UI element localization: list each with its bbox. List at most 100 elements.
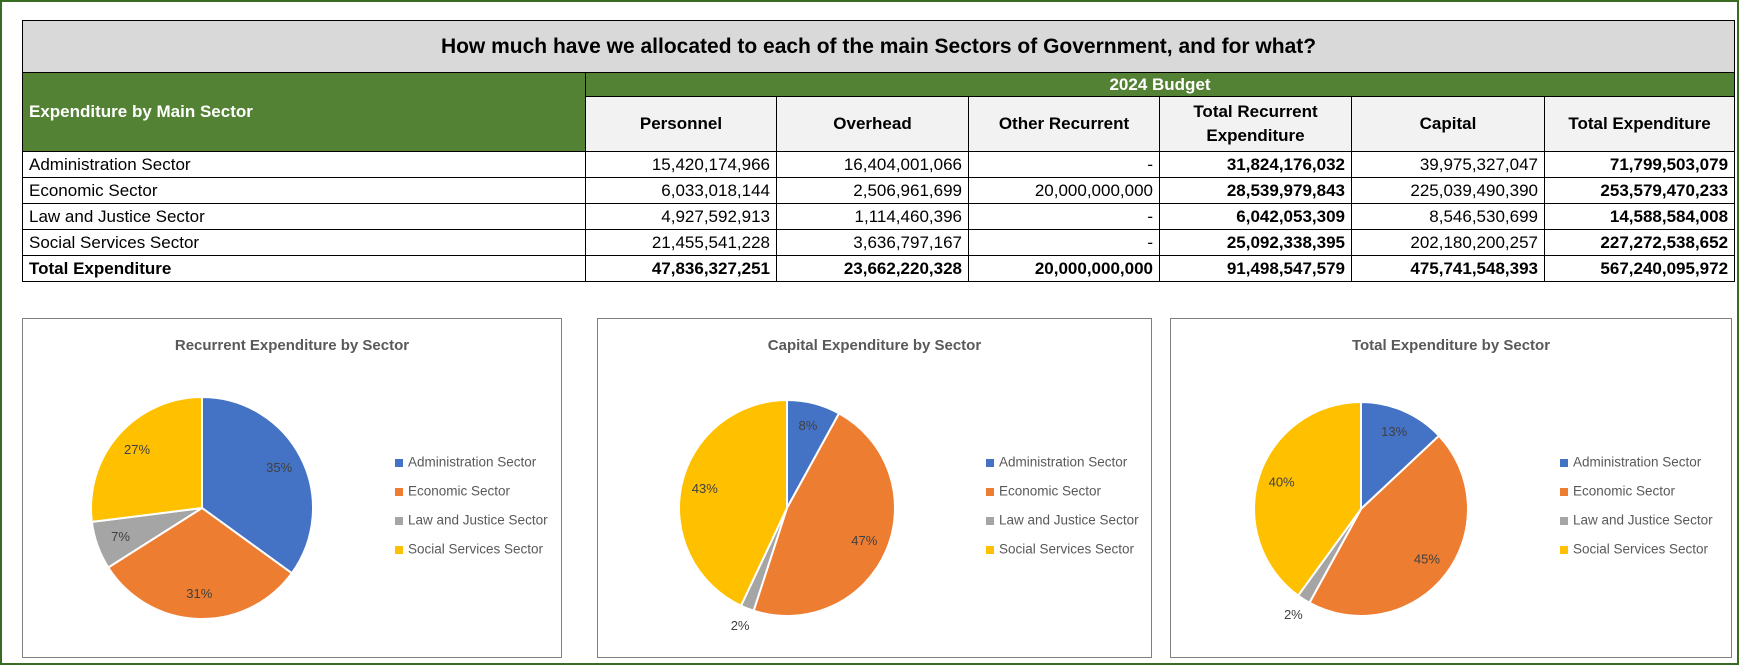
data-label: 27% (124, 442, 150, 457)
table-cell: - (968, 229, 1160, 256)
table-cell: 475,741,548,393 (1351, 255, 1545, 282)
legend-label: Economic Sector (999, 484, 1102, 499)
legend-swatch (986, 459, 994, 467)
column-header: Capital (1351, 96, 1545, 152)
data-label: 47% (851, 533, 877, 548)
table-cell: 567,240,095,972 (1543, 255, 1736, 282)
pie-slice (752, 411, 896, 617)
table-row: Law and Justice Sector 4,927,592,913 1,114… (22, 203, 1736, 230)
pie-chart: Total Expenditure by Sector 13% 45% 2% 40% Ad… (1253, 337, 1713, 622)
column-header: Total Recurrent Expenditure (1159, 96, 1352, 152)
table-row: Administration Sector 15,420,174,966 16,40… (22, 151, 1736, 178)
legend-swatch (1560, 546, 1568, 554)
table-cell: 225,039,490,390 (1351, 177, 1545, 204)
table-cell: 6,042,053,309 (1159, 203, 1352, 230)
pie-chart: Recurrent Expenditure by Sector 35% 31% 7% 2… (90, 337, 548, 620)
chart-panel: Recurrent Expenditure by Sector 35% 31% 7% 2… (22, 318, 562, 658)
legend-swatch (395, 546, 403, 554)
table-row: How much have we allocated to each of th… (21, 20, 1736, 73)
data-label: 13% (1381, 424, 1407, 439)
table-cell: 1,114,460,396 (776, 203, 969, 230)
legend-label: Law and Justice Sector (999, 513, 1139, 528)
legend-swatch (986, 546, 994, 554)
row-label: Administration Sector (22, 151, 586, 178)
legend-label: Social Services Sector (1573, 542, 1709, 557)
chart-panel: Capital Expenditure by Sector 8% 47% 2% 43% A… (597, 318, 1152, 658)
table-cell: 39,975,327,047 (1351, 151, 1545, 178)
table-cell: 3,636,797,167 (776, 229, 969, 256)
legend-swatch (395, 459, 403, 467)
data-label: 35% (266, 460, 292, 475)
table-row: Expenditure by Main Sector 2024 Budget (22, 72, 1736, 152)
legend-swatch (986, 517, 994, 525)
table-cell: - (968, 151, 1160, 178)
data-label: 31% (186, 586, 212, 601)
table-cell: 2,506,961,699 (776, 177, 969, 204)
table-cell: 14,588,584,008 (1543, 203, 1736, 230)
table-cell: 31,824,176,032 (1159, 151, 1352, 178)
table-row: Social Services Sector 21,455,541,228 3,63… (22, 229, 1736, 256)
column-header: Personnel (585, 96, 777, 152)
data-label: 7% (111, 529, 130, 544)
table-cell: 202,180,200,257 (1351, 229, 1545, 256)
table-cell: 20,000,000,000 (968, 177, 1160, 204)
table-cell: 28,539,979,843 (1159, 177, 1352, 204)
pie-slice (1308, 434, 1469, 617)
table-cell: 20,000,000,000 (968, 255, 1160, 282)
table-cell: 15,420,174,966 (585, 151, 777, 178)
column-header: Other Recurrent (968, 96, 1160, 152)
data-label: 2% (1284, 607, 1303, 622)
data-label: 45% (1414, 552, 1440, 567)
legend-label: Law and Justice Sector (408, 513, 548, 528)
row-label: Law and Justice Sector (22, 203, 586, 230)
legend-swatch (1560, 517, 1568, 525)
table-cell: 16,404,001,066 (776, 151, 969, 178)
chart-title: Recurrent Expenditure by Sector (175, 337, 409, 354)
legend-label: Administration Sector (1573, 455, 1702, 470)
pie-slice (106, 506, 294, 620)
group-header: 2024 Budget (584, 72, 1736, 97)
row-label: Total Expenditure (22, 255, 586, 282)
table-cell: 23,662,220,328 (776, 255, 969, 282)
legend-swatch (1560, 488, 1568, 496)
legend-swatch (395, 517, 403, 525)
table-cell: 227,272,538,652 (1543, 229, 1736, 256)
pie-slice (678, 398, 788, 608)
legend-label: Social Services Sector (999, 542, 1135, 557)
table-cell: 253,579,470,233 (1543, 177, 1736, 204)
table-row: Total Expenditure 47,836,327,251 23,662,22… (22, 255, 1736, 282)
pie-chart: Capital Expenditure by Sector 8% 47% 2% 43% A… (678, 337, 1139, 633)
data-label: 43% (692, 481, 718, 496)
table-cell: 6,033,018,144 (585, 177, 777, 204)
legend-label: Economic Sector (408, 484, 511, 499)
chart-panel: Total Expenditure by Sector 13% 45% 2% 40% Ad… (1170, 318, 1732, 658)
table-cell: 8,546,530,699 (1351, 203, 1545, 230)
chart-title: Capital Expenditure by Sector (768, 337, 982, 354)
legend-swatch (986, 488, 994, 496)
table-cell: - (968, 203, 1160, 230)
data-label: 40% (1269, 475, 1295, 490)
pie-slice (1253, 400, 1362, 597)
legend-label: Administration Sector (999, 455, 1128, 470)
table-body: How much have we allocated to each of th… (21, 20, 1736, 282)
table-cell: 4,927,592,913 (585, 203, 777, 230)
row-label: Economic Sector (22, 177, 586, 204)
row-header: Expenditure by Main Sector (22, 72, 586, 152)
table-cell: 71,799,503,079 (1543, 151, 1736, 178)
pie-slice (201, 395, 314, 575)
table-row: Economic Sector 6,033,018,144 2,506,961,69… (22, 177, 1736, 204)
column-header: Overhead (776, 96, 969, 152)
table-cell: 91,498,547,579 (1159, 255, 1352, 282)
legend-label: Administration Sector (408, 455, 537, 470)
table-cell: 47,836,327,251 (585, 255, 777, 282)
table-title: How much have we allocated to each of th… (21, 20, 1736, 73)
data-label: 8% (799, 418, 818, 433)
budget-table: How much have we allocated to each of th… (21, 20, 1736, 282)
table-row: Personnel Overhead Other Recurrent Total Re… (23, 96, 1736, 152)
legend-label: Economic Sector (1573, 484, 1676, 499)
legend-swatch (395, 488, 403, 496)
table-cell: 21,455,541,228 (585, 229, 777, 256)
pie-slice (1360, 400, 1441, 512)
legend-label: Social Services Sector (408, 542, 544, 557)
